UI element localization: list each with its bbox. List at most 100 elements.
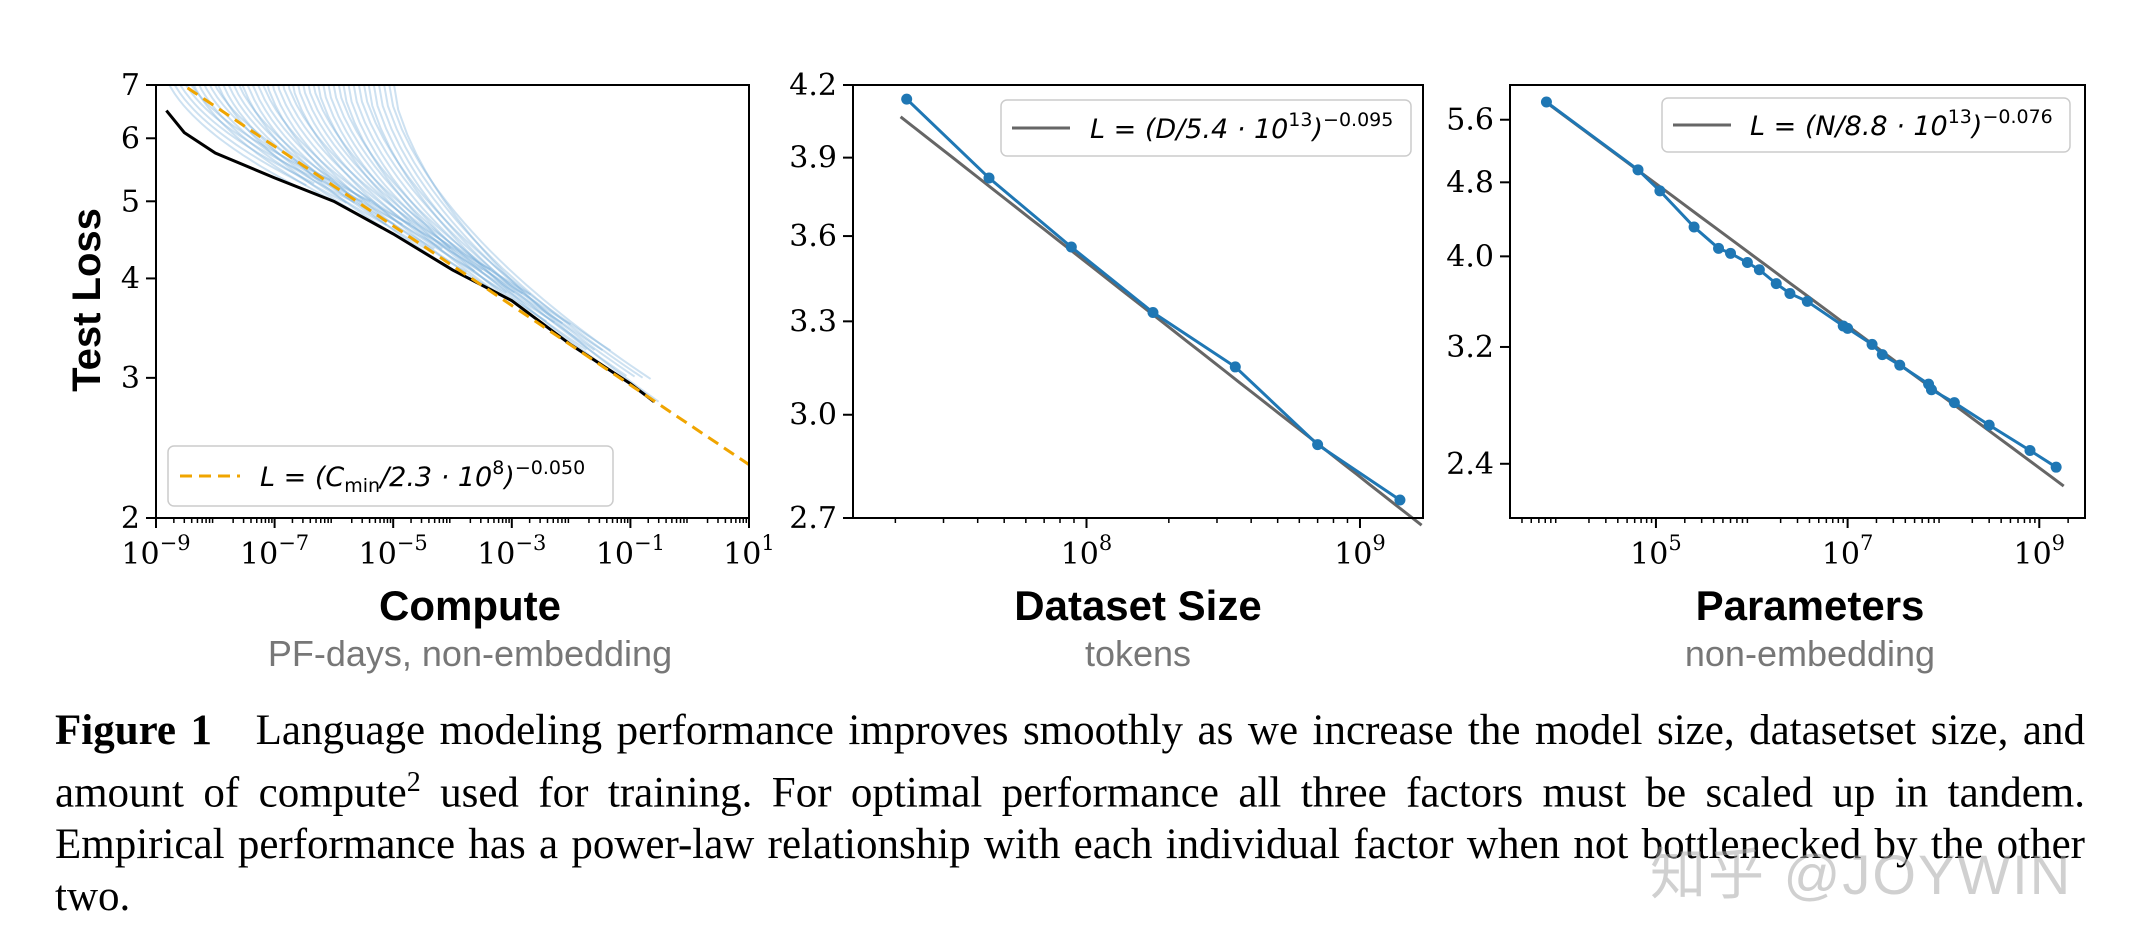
training-curve: [393, 85, 660, 403]
training-curve: [173, 85, 307, 187]
parameters-data-point: [1725, 247, 1737, 259]
training-curve: [282, 85, 483, 272]
parameters-data-point: [1983, 419, 1995, 431]
x-tick-label: 10−9: [121, 531, 190, 572]
dataset-data-point: [1229, 361, 1241, 373]
training-curve: [372, 85, 628, 377]
y-tick-label: 2.4: [1446, 447, 1494, 482]
dataset-data-point: [1147, 306, 1159, 318]
parameters-data-point: [1948, 397, 1960, 409]
training-curve: [363, 85, 612, 352]
y-tick-label: 4.0: [1446, 239, 1494, 274]
caption-footnote: 2: [406, 767, 421, 798]
compute-ticks: 10−9 10−7 10−5 10−3 10−1 101 2 3 4 5 6 7: [121, 68, 775, 572]
y-tick-label: 5: [121, 184, 140, 219]
y-tick-label: 3.9: [789, 141, 837, 176]
training-curve: [184, 85, 323, 183]
compute-plot-area: [165, 85, 749, 466]
y-tick-label: 4.2: [789, 68, 837, 103]
compute-axes-frame: [155, 84, 750, 519]
dataset-legend: L = (D/5.4 · 1013)−0.095: [1000, 99, 1412, 157]
x-tick-label: 10−7: [240, 531, 309, 572]
parameters-data-point: [1688, 221, 1700, 233]
y-tick-label: 3.6: [789, 219, 837, 254]
parameters-data-point: [1770, 278, 1782, 290]
figure-caption: Figure 1 Language modeling performance i…: [55, 705, 2085, 923]
x-tick-label: 108: [1061, 531, 1113, 572]
dataset-subtitle: tokens: [1085, 633, 1191, 674]
dataset-ticks: 108 109 2.7 3.0 3.3 3.6 3.9 4.2: [789, 68, 1385, 572]
compute-fit-line: [180, 85, 749, 466]
y-tick-label: 3.0: [789, 398, 837, 433]
y-tick-label: 2.7: [789, 501, 837, 536]
training-curve: [297, 85, 508, 294]
training-curve: [312, 85, 532, 296]
parameters-data-point: [1925, 384, 1937, 396]
parameters-data-point: [1842, 322, 1854, 334]
training-curve: [332, 85, 564, 325]
parameters-data-point: [2024, 444, 2036, 456]
training-curve: [302, 85, 516, 294]
training-curve: [232, 85, 403, 226]
parameters-data-point: [1713, 242, 1725, 254]
parameters-plot-area: [1540, 96, 2065, 488]
y-tick-label: 4.8: [1446, 165, 1494, 200]
training-curve: [377, 85, 636, 378]
parameters-series-line: [1545, 100, 2058, 469]
training-curve: [322, 85, 548, 323]
dataset-data-point: [1065, 241, 1077, 253]
y-tick-label: 5.6: [1446, 103, 1494, 138]
x-tick-label: 107: [1822, 531, 1874, 572]
training-curve: [237, 85, 411, 226]
parameters-data-point: [1654, 185, 1666, 197]
training-curve: [337, 85, 572, 326]
training-curve: [367, 85, 620, 377]
compute-title: Compute: [379, 582, 561, 629]
training-curve: [383, 85, 644, 379]
training-curve: [168, 85, 299, 189]
parameters-data-point: [1753, 264, 1765, 276]
dataset-axes-frame: [852, 84, 1424, 519]
x-tick-label: 10−3: [477, 531, 546, 572]
dataset-data-point: [901, 93, 913, 105]
x-tick-label: 105: [1630, 531, 1682, 572]
training-curve: [277, 85, 475, 272]
training-curve: [307, 85, 524, 295]
y-tick-label: 3.3: [789, 304, 837, 339]
caption-text-1: Language modeling performance improves s…: [55, 707, 2085, 817]
training-curve: [262, 85, 451, 250]
x-tick-label: 10−1: [596, 531, 665, 572]
parameters-legend: L = (N/8.8 · 1013)−0.076: [1661, 97, 2071, 153]
compute-subtitle: PF-days, non-embedding: [268, 633, 672, 674]
caption-text-2: used for training. For optimal performan…: [55, 769, 2085, 921]
dataset-data-point: [1312, 439, 1324, 451]
dataset-title: Dataset Size: [1014, 582, 1261, 629]
parameters-subtitle: non-embedding: [1685, 633, 1935, 674]
training-curve: [388, 85, 652, 380]
compute-curves: [165, 85, 749, 466]
y-tick-label: 3: [121, 361, 140, 396]
training-curve: [257, 85, 443, 250]
dataset-data-point: [1394, 494, 1406, 506]
x-tick-label: 109: [2013, 531, 2065, 572]
parameters-data-point: [1801, 295, 1813, 307]
watermark: 知乎 @JOYWIN: [1650, 843, 2073, 906]
parameters-data-point: [1741, 256, 1753, 268]
parameters-data-point: [1540, 96, 1552, 108]
parameters-title: Parameters: [1696, 582, 1925, 629]
dataset-plot-area: [899, 93, 1423, 527]
training-curve: [327, 85, 556, 324]
panel-dataset: 108 109 2.7 3.0 3.3 3.6 3.9 4.2 L = (D/5.4 · 10…: [789, 68, 1424, 674]
dataset-data-point: [983, 172, 995, 184]
training-curve: [287, 85, 491, 271]
training-curve: [252, 85, 435, 250]
y-tick-label: 3.2: [1446, 330, 1494, 365]
y-tick-label: 4: [121, 261, 140, 296]
x-tick-label: 101: [723, 531, 775, 572]
dataset-series-line: [905, 98, 1401, 502]
training-curve: [347, 85, 588, 351]
y-tick-label: 7: [121, 68, 140, 103]
panel-parameters: 105 107 109 2.4 3.2 4.0 4.8 5.6 L = (N/8.8 · 10…: [1446, 84, 2086, 674]
